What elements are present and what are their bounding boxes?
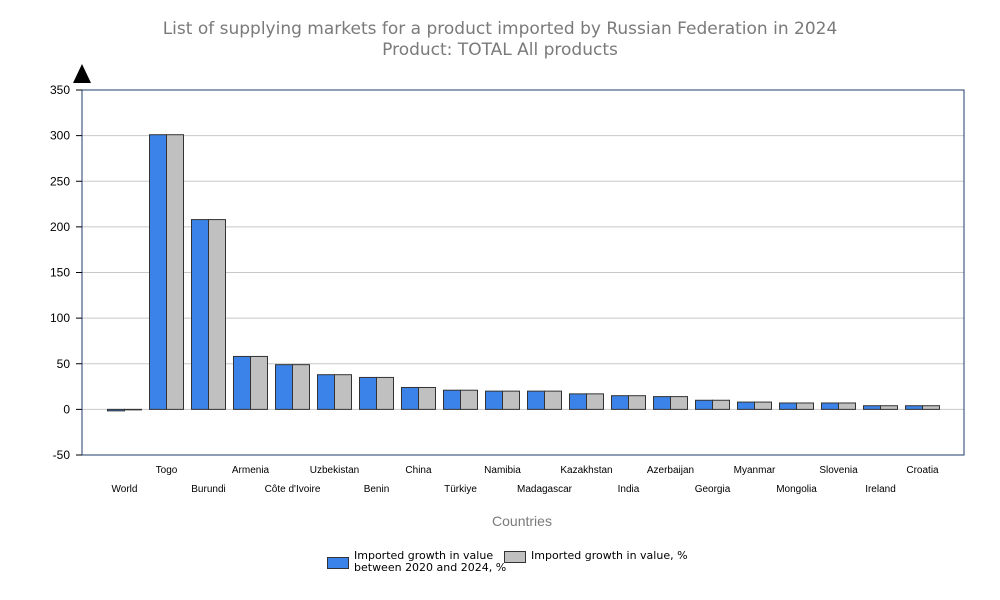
x-tick-label: Côte d'Ivoire	[265, 484, 321, 495]
bar-growth-value-15	[754, 401, 772, 410]
y-tick-label: 350	[50, 83, 70, 97]
axis-arrow-icon	[73, 64, 91, 83]
legend-swatch-series-2	[504, 551, 526, 563]
bar-growth-2020-2024-7	[401, 386, 419, 410]
bar-growth-2020-2024-13	[653, 396, 671, 410]
x-tick-label: Uzbekistan	[310, 465, 359, 476]
x-tick-label: Kazakhstan	[560, 465, 612, 476]
bars	[107, 134, 940, 412]
bar-growth-value-8	[460, 389, 478, 410]
gridlines	[82, 135, 964, 410]
bar-growth-value-11	[586, 393, 604, 410]
x-tick-label: Georgia	[695, 484, 731, 495]
y-tick-label: 50	[57, 357, 71, 371]
bar-growth-value-13	[670, 396, 688, 410]
bar-growth-value-12	[628, 395, 646, 410]
bar-growth-2020-2024-19	[905, 405, 923, 410]
bar-growth-2020-2024-11	[569, 393, 587, 410]
y-tick-label: 250	[50, 174, 70, 188]
x-tick-label: Benin	[364, 484, 390, 495]
bar-growth-2020-2024-17	[821, 402, 839, 410]
x-tick-label: Croatia	[906, 465, 939, 476]
y-tick-label: -50	[53, 448, 71, 462]
bar-growth-2020-2024-9	[485, 390, 503, 410]
bar-growth-value-6	[376, 376, 394, 410]
bar-growth-value-5	[334, 374, 352, 410]
bar-growth-value-1	[166, 134, 184, 410]
x-tick-label: China	[405, 465, 432, 476]
legend-swatch-series-1	[327, 557, 349, 569]
bar-growth-2020-2024-8	[443, 389, 461, 410]
y-tick-label: 200	[50, 220, 70, 234]
bar-growth-2020-2024-10	[527, 390, 545, 410]
bar-growth-2020-2024-6	[359, 376, 377, 410]
bar-growth-value-19	[922, 405, 940, 410]
y-tick-label: 300	[50, 129, 70, 143]
bar-growth-2020-2024-14	[695, 399, 713, 410]
bar-growth-2020-2024-0	[107, 408, 125, 412]
x-tick-label: World	[112, 484, 138, 495]
bar-growth-2020-2024-4	[275, 364, 293, 410]
chart-subtitle: Product: TOTAL All products	[382, 40, 618, 60]
x-tick-label: Burundi	[191, 484, 225, 495]
y-tick-label: 0	[63, 402, 70, 416]
bar-growth-value-7	[418, 386, 436, 410]
bar-growth-2020-2024-2	[191, 219, 209, 410]
bar-growth-value-9	[502, 390, 520, 410]
x-tick-label: Slovenia	[819, 465, 858, 476]
x-tick-label: Mongolia	[776, 484, 817, 495]
x-tick-label: Myanmar	[734, 465, 776, 476]
bar-growth-value-3	[250, 355, 268, 410]
x-tick-label: Ireland	[865, 484, 896, 495]
y-tick-label: 150	[50, 266, 70, 280]
bar-growth-value-18	[880, 405, 898, 410]
x-axis-title: Countries	[492, 513, 552, 529]
x-tick-label: Türkiye	[444, 484, 477, 495]
bar-growth-2020-2024-3	[233, 355, 251, 410]
x-tick-label: Namibia	[484, 465, 521, 476]
bar-growth-2020-2024-1	[149, 134, 167, 410]
bar-growth-value-0	[124, 408, 142, 411]
bar-growth-2020-2024-18	[863, 405, 881, 410]
bar-growth-2020-2024-15	[737, 401, 755, 410]
bar-growth-value-2	[208, 219, 226, 410]
bar-growth-2020-2024-12	[611, 395, 629, 410]
y-tick-label: 100	[50, 311, 70, 325]
x-tick-label: Azerbaijan	[647, 465, 694, 476]
bar-growth-value-16	[796, 402, 814, 410]
bar-growth-2020-2024-5	[317, 374, 335, 410]
bar-growth-value-4	[292, 364, 310, 410]
x-tick-label: India	[618, 484, 640, 495]
x-tick-label: Togo	[156, 465, 178, 476]
y-axis-ticks: 350 300 250 200 150 100 50 0 -50	[50, 83, 82, 462]
x-tick-label: Armenia	[232, 465, 270, 476]
x-tick-label: Madagascar	[517, 484, 573, 495]
legend-label-series-1: Imported growth in value between 2020 an…	[354, 549, 507, 574]
bar-growth-value-14	[712, 399, 730, 410]
legend-label-series-2: Imported growth in value, %	[531, 549, 688, 562]
bar-growth-value-10	[544, 390, 562, 410]
chart-title: List of supplying markets for a product …	[162, 19, 838, 39]
bar-growth-2020-2024-16	[779, 402, 797, 410]
x-axis-labels: World Togo Burundi Armenia Côte d'Ivoire Uzbe…	[112, 465, 940, 495]
bar-growth-value-17	[838, 402, 856, 410]
